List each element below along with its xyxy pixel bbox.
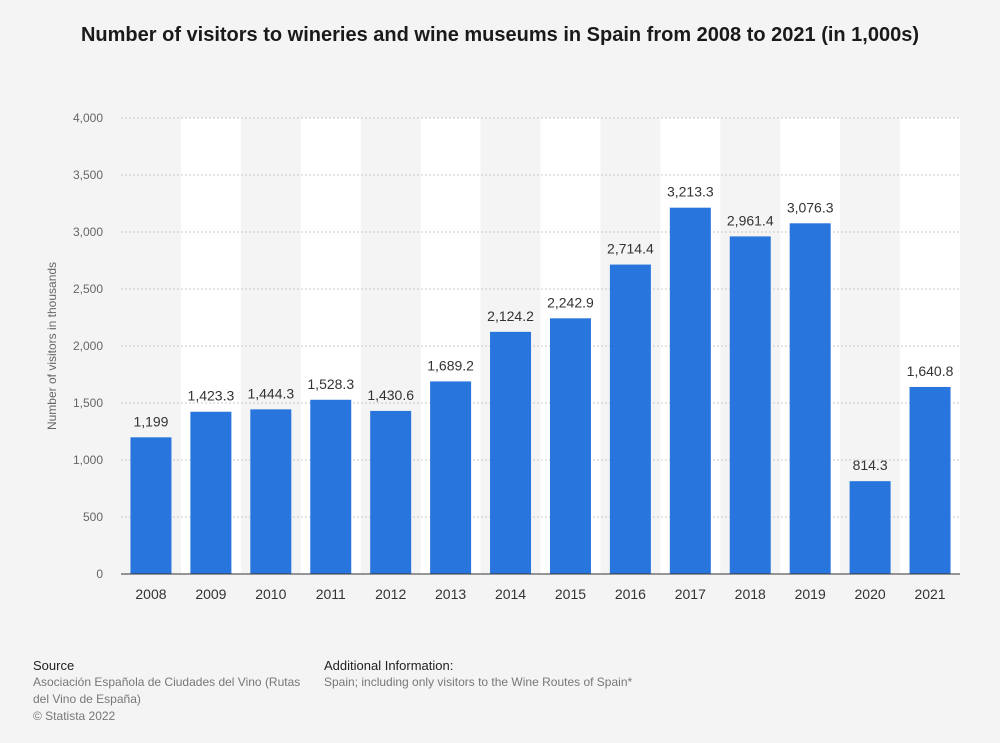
bar-2009[interactable]: [190, 411, 232, 574]
x-tick-label: 2008: [135, 586, 166, 602]
bar-2010[interactable]: [250, 409, 292, 574]
x-tick-label: 2014: [495, 586, 526, 602]
data-label: 1,689.2: [427, 357, 474, 373]
x-tick-label: 2021: [914, 586, 945, 602]
y-tick-label: 1,000: [73, 453, 103, 467]
x-tick-label: 2017: [675, 586, 706, 602]
bar-2021[interactable]: [909, 386, 951, 574]
bar-2013[interactable]: [430, 381, 472, 574]
data-label: 814.3: [853, 457, 888, 473]
bar-2018[interactable]: [729, 236, 771, 575]
source-block: Source Asociación Española de Ciudades d…: [33, 657, 303, 725]
data-label: 2,714.4: [607, 241, 654, 257]
y-tick-label: 3,500: [73, 168, 103, 182]
bar-2011[interactable]: [310, 399, 352, 574]
x-tick-label: 2015: [555, 586, 586, 602]
chart-title: Number of visitors to wineries and wine …: [80, 24, 920, 46]
data-label: 1,423.3: [188, 388, 235, 404]
additional-info-text: Spain; including only visitors to the Wi…: [324, 675, 633, 689]
data-label: 2,242.9: [547, 294, 594, 310]
x-tick-label: 2009: [195, 586, 226, 602]
bar-2014[interactable]: [490, 331, 532, 574]
x-tick-label: 2012: [375, 586, 406, 602]
x-tick-label: 2019: [795, 586, 826, 602]
y-tick-label: 2,000: [73, 339, 103, 353]
bars: [130, 207, 951, 575]
data-label: 1,199: [133, 413, 168, 429]
x-tick-label: 2016: [615, 586, 646, 602]
y-axis-label: Number of visitors in thousands: [45, 262, 59, 430]
y-tick-label: 3,000: [73, 225, 103, 239]
additional-info-heading: Additional Information:: [324, 658, 454, 673]
data-label: 2,124.2: [487, 308, 534, 324]
x-tick-label: 2020: [855, 586, 886, 602]
data-label: 3,213.3: [667, 184, 714, 200]
y-tick-label: 0: [96, 567, 103, 581]
x-tick-label: 2010: [255, 586, 286, 602]
data-label: 2,961.4: [727, 212, 774, 228]
bar-2017[interactable]: [669, 207, 711, 574]
data-label: 1,444.3: [247, 385, 294, 401]
data-label: 1,430.6: [367, 387, 414, 403]
additional-info-block: Additional Information: Spain; including…: [324, 657, 724, 691]
y-tick-label: 4,000: [73, 111, 103, 125]
x-axis-ticks: 2008 2009 2010 2011 2012 2013 2014 2015 2016 2017…: [135, 586, 945, 602]
y-tick-label: 1,500: [73, 396, 103, 410]
bar-2012[interactable]: [370, 410, 412, 574]
y-tick-label: 500: [83, 510, 103, 524]
copyright-text: © Statista 2022: [33, 709, 116, 723]
y-axis-ticks: 0 500 1,000 1,500 2,000 2,500 3,000 3,500 4,000: [73, 111, 103, 581]
data-label: 3,076.3: [787, 199, 834, 215]
data-labels: 1,199 1,423.3 1,444.3 1,528.3 1,430.6 1,689.2…: [133, 184, 953, 473]
bar-2020[interactable]: [849, 481, 891, 574]
source-heading: Source: [33, 658, 75, 673]
x-tick-label: 2013: [435, 586, 466, 602]
bar-2015[interactable]: [549, 318, 591, 574]
x-tick-label: 2018: [735, 586, 766, 602]
source-text: Asociación Española de Ciudades del Vino…: [33, 675, 301, 706]
y-tick-label: 2,500: [73, 282, 103, 296]
bar-2008[interactable]: [130, 437, 172, 574]
x-tick-label: 2011: [316, 586, 346, 602]
bar-2016[interactable]: [609, 264, 651, 574]
data-label: 1,640.8: [907, 363, 954, 379]
bar-2019[interactable]: [789, 223, 831, 574]
data-label: 1,528.3: [307, 376, 354, 392]
